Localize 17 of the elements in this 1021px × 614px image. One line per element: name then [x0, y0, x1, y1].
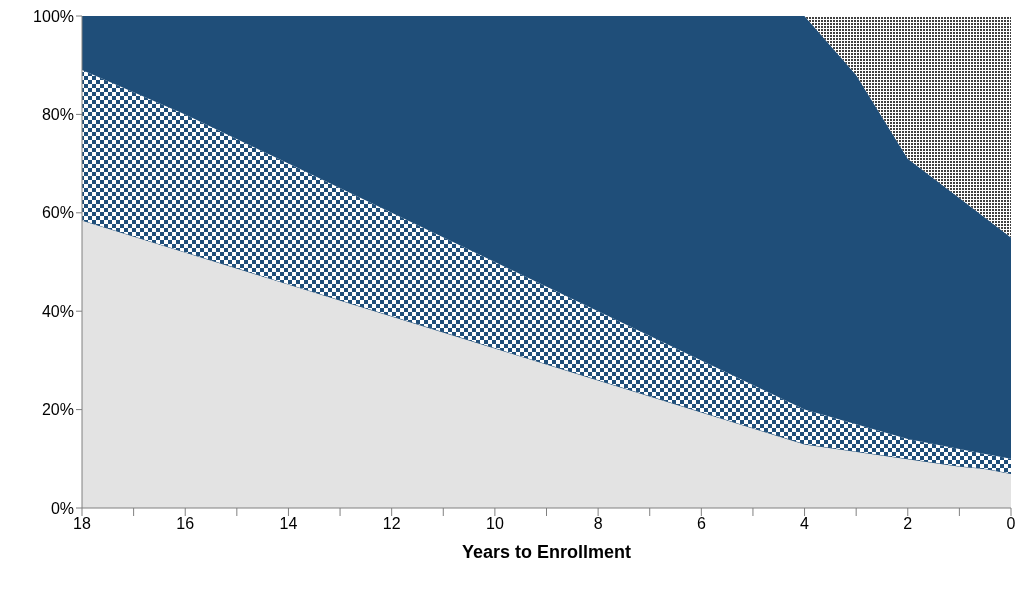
- x-tick-label: 12: [382, 515, 401, 533]
- x-tick-label: 0: [1006, 515, 1016, 533]
- x-tick-label: 2: [903, 515, 913, 533]
- x-axis-title: Years to Enrollment: [461, 542, 632, 562]
- x-tick-label: 18: [73, 515, 91, 533]
- x-tick-label: 6: [696, 515, 706, 533]
- x-tick-label: 10: [485, 515, 504, 533]
- y-tick-label: 40%: [41, 302, 74, 320]
- y-tick-label: 100%: [33, 7, 74, 25]
- x-tick-label: 8: [593, 515, 603, 533]
- y-tick-label: 0%: [50, 499, 74, 517]
- x-tick-label: 14: [279, 515, 298, 533]
- x-tick-label: 4: [800, 515, 810, 533]
- y-tick-label: 60%: [41, 204, 74, 222]
- y-tick-label: 20%: [41, 401, 74, 419]
- x-tick-label: 16: [176, 515, 195, 533]
- y-tick-label: 80%: [41, 106, 74, 124]
